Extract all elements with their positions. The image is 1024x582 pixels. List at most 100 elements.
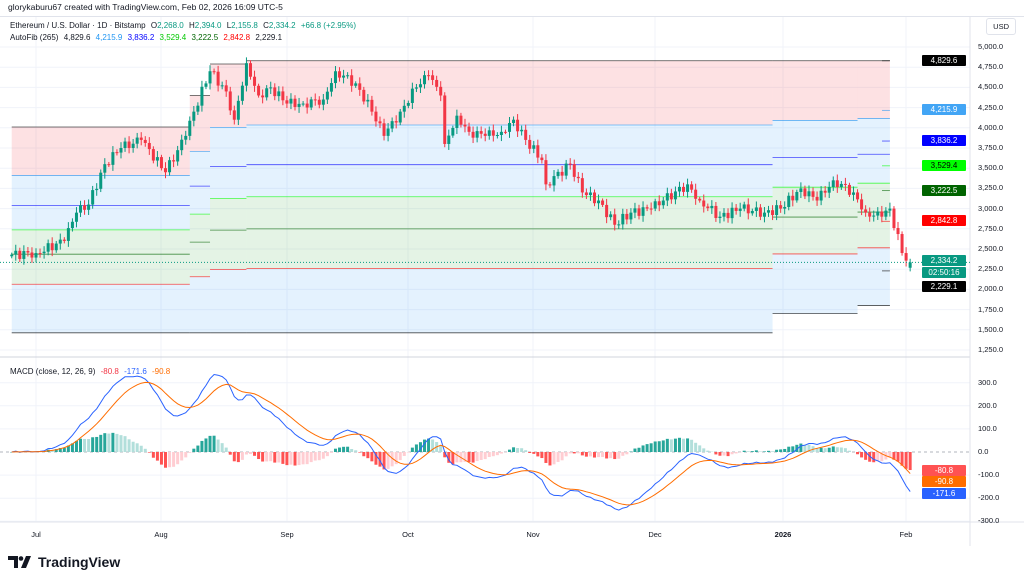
fib-zone xyxy=(210,127,247,167)
macd-histogram-bar xyxy=(544,452,548,463)
fib-zone xyxy=(11,126,190,176)
candle-body xyxy=(706,206,710,209)
tradingview-logo[interactable]: TradingView xyxy=(8,554,120,570)
macd-legend: MACD (close, 12, 26, 9) -80.8 -171.6 -90… xyxy=(10,367,173,376)
candle xyxy=(455,109,459,135)
candle-body xyxy=(625,213,629,220)
price-axis-tick: 4,750.0 xyxy=(978,62,1004,72)
candle xyxy=(673,186,677,205)
candle-body xyxy=(868,212,872,217)
candle-body xyxy=(629,212,633,220)
candle-body xyxy=(479,131,483,134)
macd-histogram-bar xyxy=(79,438,83,452)
candle xyxy=(479,126,483,139)
candle xyxy=(552,170,556,192)
candle xyxy=(491,124,495,142)
macd-histogram-bar xyxy=(540,452,544,459)
candle-body xyxy=(601,200,605,205)
candle xyxy=(447,129,451,150)
candle xyxy=(176,145,180,166)
macd-histogram-bar xyxy=(580,452,584,456)
candle xyxy=(281,86,285,106)
fib-zone xyxy=(210,230,247,270)
candle xyxy=(180,134,184,156)
candle-body xyxy=(350,75,354,86)
macd-histogram-bar xyxy=(536,452,540,457)
candle-body xyxy=(738,208,742,211)
macd-histogram-bar xyxy=(641,445,645,452)
candle-body xyxy=(127,141,131,148)
symbol-name[interactable]: Ethereum / U.S. Dollar · 1D · Bitstamp xyxy=(10,21,146,30)
low-label: L xyxy=(226,21,232,30)
macd-histogram-bar xyxy=(338,447,342,452)
candle xyxy=(427,70,431,81)
macd-histogram-bar xyxy=(196,445,200,452)
candle-body xyxy=(746,204,750,214)
macd-histogram-bar xyxy=(584,452,588,457)
candle-body xyxy=(79,205,83,213)
macd-histogram-bar xyxy=(467,452,471,463)
macd-histogram-bar xyxy=(471,452,475,463)
fib-price-tag: 2,229.1 xyxy=(922,280,966,292)
candle xyxy=(718,211,722,224)
macd-histogram-bar xyxy=(54,449,58,452)
fib-zone xyxy=(772,217,858,254)
candle xyxy=(896,221,900,241)
candle xyxy=(576,172,580,183)
macd-histogram-bar xyxy=(783,448,787,452)
candle-body xyxy=(427,75,431,77)
candle-body xyxy=(657,201,661,206)
macd-histogram-bar xyxy=(111,432,115,452)
macd-histogram-bar xyxy=(309,452,313,463)
candle-body xyxy=(613,214,617,225)
candle-body xyxy=(184,135,188,140)
price-axis-tick: 2,000.0 xyxy=(978,284,1004,294)
candle xyxy=(572,159,576,182)
candle-body xyxy=(66,228,70,241)
candle xyxy=(807,185,811,203)
macd-histogram-bar xyxy=(475,452,479,462)
candle-body xyxy=(872,215,876,217)
candle-body xyxy=(682,186,686,192)
candle xyxy=(601,198,605,207)
candle xyxy=(734,204,738,215)
fib-zone xyxy=(11,229,190,255)
candle xyxy=(143,136,147,147)
candle xyxy=(42,246,46,259)
macd-histogram-bar xyxy=(269,452,273,462)
candle xyxy=(10,252,14,259)
macd-histogram-bar xyxy=(346,446,350,452)
macd-histogram-bar xyxy=(860,452,864,458)
macd-histogram-bar xyxy=(661,440,665,452)
candle-body xyxy=(394,121,398,123)
candle xyxy=(111,146,115,171)
fib-zone xyxy=(246,60,773,125)
candle xyxy=(431,70,435,86)
macd-histogram-bar xyxy=(609,452,613,459)
autofib-label[interactable]: AutoFib (265) xyxy=(10,33,59,42)
candle xyxy=(795,189,799,203)
candle-body xyxy=(698,198,702,201)
candle-body xyxy=(139,137,143,140)
currency-button[interactable]: USD xyxy=(986,18,1016,35)
candle xyxy=(762,207,766,223)
macd-histogram-bar xyxy=(107,433,111,452)
macd-histogram-bar xyxy=(669,439,673,452)
candle-body xyxy=(439,86,443,96)
macd-histogram-bar xyxy=(803,444,807,452)
last-price-tag: 2,334.2 xyxy=(922,255,966,267)
candle xyxy=(305,97,309,114)
macd-histogram-bar xyxy=(726,452,730,457)
macd-histogram-bar xyxy=(827,447,831,452)
macd-histogram-bar xyxy=(847,450,851,452)
macd-histogram-bar xyxy=(864,452,868,460)
time-axis-label: Nov xyxy=(526,530,540,539)
candle xyxy=(864,205,868,217)
candle xyxy=(232,105,236,125)
macd-label[interactable]: MACD (close, 12, 26, 9) xyxy=(10,367,96,376)
candle xyxy=(451,125,455,138)
candle-body xyxy=(70,221,74,229)
macd-histogram-bar xyxy=(597,452,601,458)
candle xyxy=(410,82,414,109)
